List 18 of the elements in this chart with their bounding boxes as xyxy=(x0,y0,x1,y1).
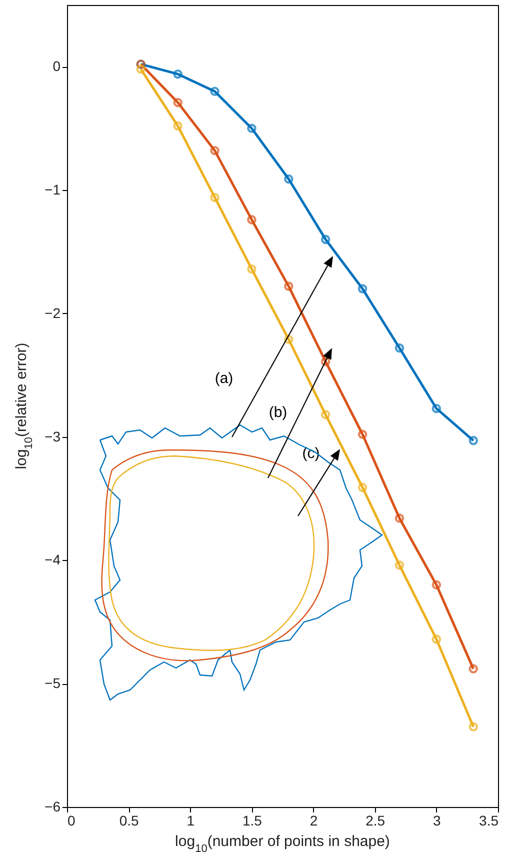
x-tick-label: 1 xyxy=(186,812,195,828)
y-tick-label: −1 xyxy=(44,182,61,198)
y-tick-label: −5 xyxy=(44,675,61,692)
x-tick-label: 0.5 xyxy=(119,812,140,828)
annotation: (a) xyxy=(214,370,234,387)
x-tick-label: 3 xyxy=(433,812,442,828)
x-tick-label: 3.5 xyxy=(479,812,499,828)
x-tick-label: 1.5 xyxy=(242,812,262,828)
x-tick-label: 2.5 xyxy=(366,812,386,828)
x-tick-label: 2 xyxy=(310,812,318,828)
x-tick-label: 0 xyxy=(68,812,76,828)
y-tick-label: −2 xyxy=(44,304,61,321)
annotation: (b) xyxy=(268,404,288,421)
y-tick-label: −3 xyxy=(44,428,61,444)
y-tick-label: 0 xyxy=(52,58,61,74)
x-axis-title: log$_{10}$(number of points in shape) xyxy=(175,833,390,852)
y-tick-label: −4 xyxy=(44,552,61,568)
y-tick-label: −6 xyxy=(44,798,61,814)
